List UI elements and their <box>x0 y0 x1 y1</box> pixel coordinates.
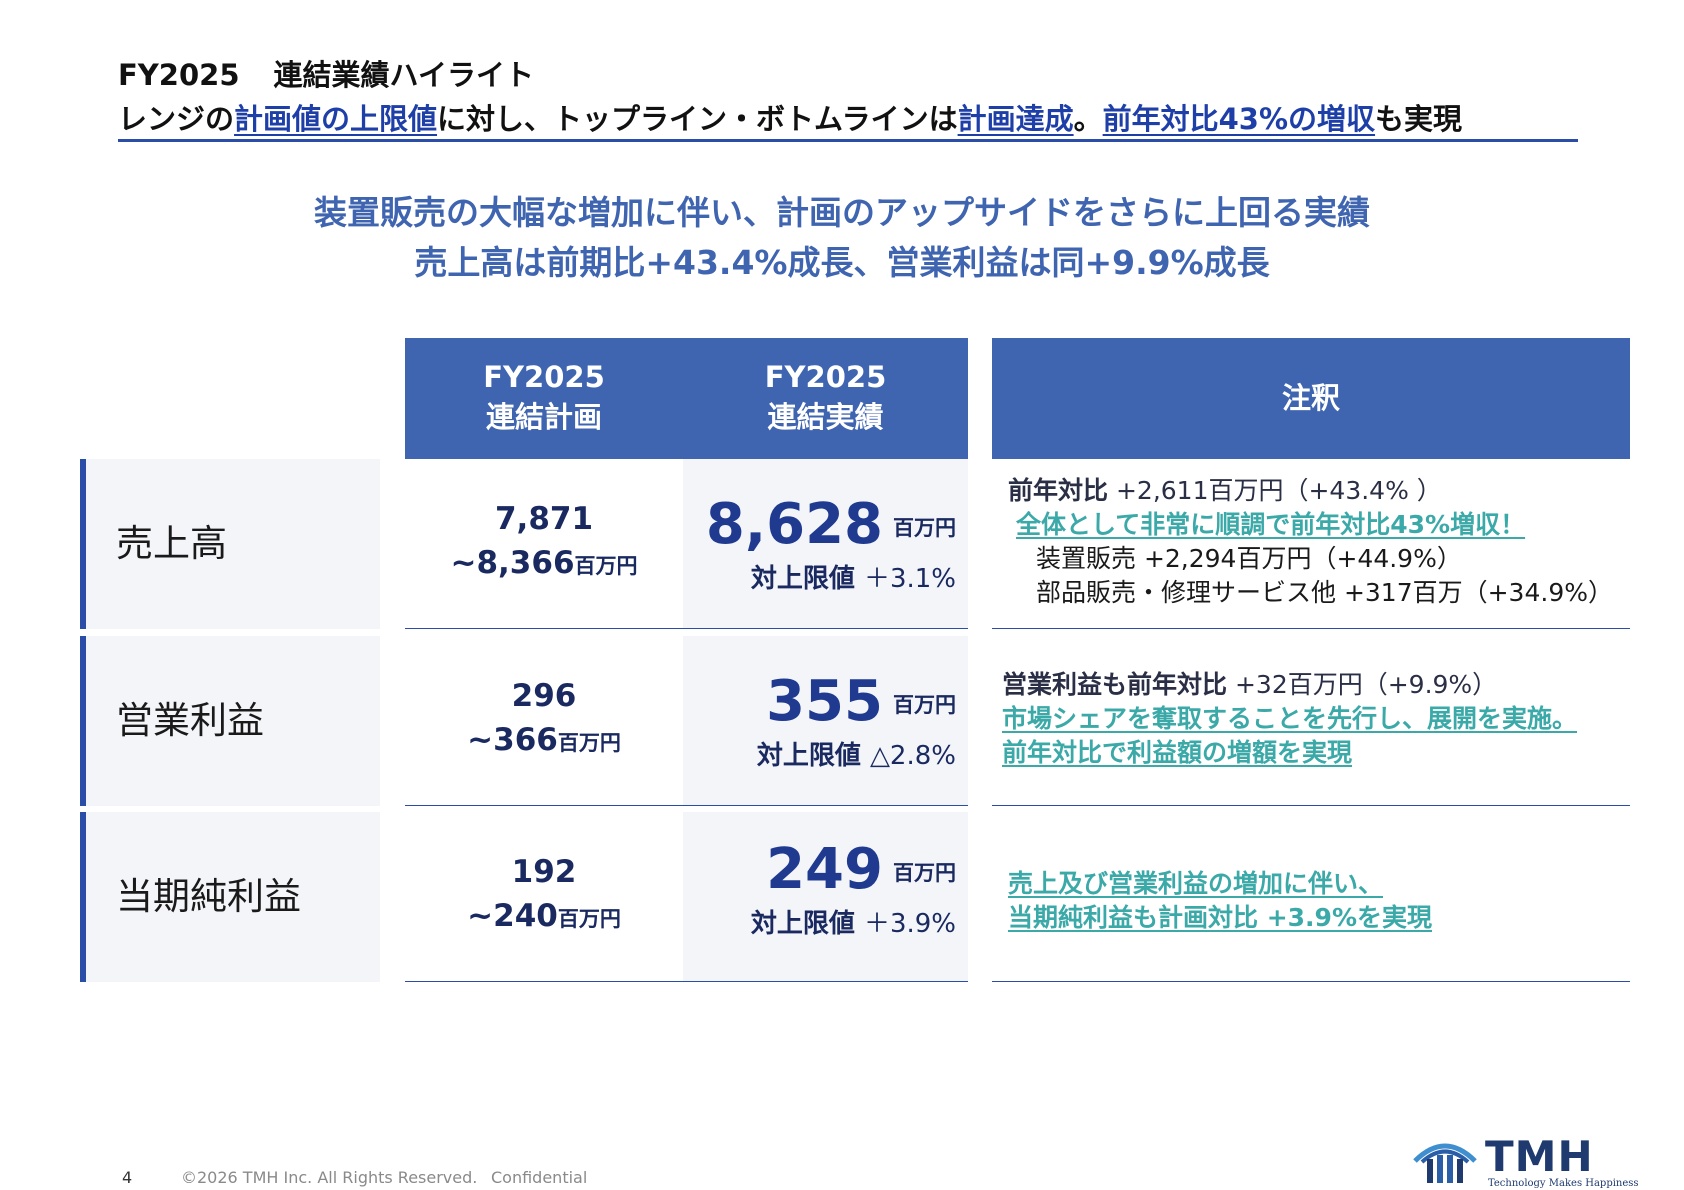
actual-unit: 百万円 <box>893 861 956 885</box>
note-highlight: 売上及び営業利益の増加に伴い、 <box>1008 869 1384 898</box>
page-number: 4 <box>122 1168 133 1187</box>
actual-cell-operating-profit: 355 百万円 対上限値 △2.8% <box>683 636 968 806</box>
vs-value: ＋3.9% <box>863 909 956 939</box>
note-text: 営業利益も前年対比 <box>1002 670 1228 699</box>
row-label-sales: 売上高 <box>80 459 380 629</box>
logo-text: TMH <box>1485 1132 1594 1181</box>
note-cell-sales: 前年対比 +2,611百万円（+43.4% ） 全体として非常に順調で前年対比4… <box>992 474 1630 644</box>
plan-high: ~8,366百万円 <box>405 541 683 588</box>
vs-label: 対上限値 <box>750 909 855 939</box>
row-label-net-income: 当期純利益 <box>80 812 380 982</box>
header-plan-label: 連結計画 <box>485 400 602 434</box>
note-text: 前年対比 <box>1008 476 1109 505</box>
plan-high-value: ~240 <box>467 898 558 934</box>
plan-cell-net-income: 192 ~240百万円 <box>405 812 683 982</box>
note-line: 営業利益も前年対比 +32百万円（+9.9%） <box>1002 668 1630 702</box>
note-line: 前年対比 +2,611百万円（+43.4% ） <box>1008 474 1630 508</box>
header-actual-year: FY2025 <box>764 360 887 394</box>
header-actual-label: 連結実績 <box>767 400 884 434</box>
note-detail: 部品販売・修理サービス他 +317百万（+34.9%） <box>1036 578 1613 607</box>
company-logo: TMH Technology Makes Happiness <box>1410 1132 1639 1190</box>
row-separator <box>992 981 1630 982</box>
logo-tagline: Technology Makes Happiness <box>1488 1178 1639 1189</box>
plan-high: ~366百万円 <box>405 718 683 765</box>
plan-high-value: ~366 <box>467 722 558 758</box>
plan-high-value: ~8,366 <box>450 545 575 581</box>
row-separator <box>405 805 968 806</box>
vs-label: 対上限値 <box>756 741 861 771</box>
title-divider <box>118 139 1578 142</box>
confidential-label: Confidential <box>491 1168 588 1187</box>
subtitle-seg: レンジの <box>118 102 235 136</box>
subtitle-highlight: 計画達成 <box>957 102 1074 136</box>
actual-unit: 百万円 <box>893 693 956 717</box>
plan-low: 296 <box>511 678 577 714</box>
actual-unit: 百万円 <box>893 516 956 540</box>
row-label-operating-profit: 営業利益 <box>80 636 380 806</box>
actual-cell-net-income: 249 百万円 対上限値 ＋3.9% <box>683 812 968 982</box>
note-text: +2,611百万円（+43.4% ） <box>1108 476 1442 505</box>
actual-number: 355 <box>766 669 883 734</box>
lead-message: 装置販売の大幅な増加に伴い、計画のアップサイドをさらに上回る実績 売上高は前期比… <box>0 188 1684 288</box>
row-separator <box>992 805 1630 806</box>
vs-value: ＋3.1% <box>863 564 956 594</box>
plan-high: ~240百万円 <box>405 894 683 941</box>
actual-value: 355 百万円 <box>683 670 956 737</box>
tmh-logo-icon <box>1413 1143 1477 1183</box>
plan-unit: 百万円 <box>557 731 621 755</box>
note-highlight: 当期純利益も計画対比 +3.9%を実現 <box>1008 903 1432 932</box>
actual-value: 249 百万円 <box>683 838 956 905</box>
title-fiscal-year: FY2025 <box>118 58 240 92</box>
title-text: 連結業績ハイライト <box>273 58 534 92</box>
actual-number: 249 <box>766 837 883 902</box>
actual-cell-sales: 8,628 百万円 対上限値 ＋3.1% <box>683 459 968 629</box>
subtitle-highlight: 前年対比43%の増収 <box>1102 102 1376 136</box>
subtitle-seg: 。 <box>1073 102 1103 136</box>
header-plan-year: FY2025 <box>483 360 605 394</box>
subtitle-seg: も実現 <box>1375 102 1463 136</box>
plan-unit: 百万円 <box>557 907 621 931</box>
lead-line-1: 装置販売の大幅な増加に伴い、計画のアップサイドをさらに上回る実績 <box>314 193 1370 232</box>
note-text: +32百万円（+9.9%） <box>1227 670 1498 699</box>
vs-value: △2.8% <box>869 741 956 771</box>
row-separator <box>405 628 968 629</box>
actual-vs-upper: 対上限値 ＋3.1% <box>683 562 956 596</box>
plan-cell-sales: 7,871 ~8,366百万円 <box>405 459 683 629</box>
note-highlight: 全体として非常に順調で前年対比43%増収！ <box>1016 510 1526 539</box>
plan-low: 192 <box>511 854 577 890</box>
subtitle-seg: に対し、トップライン・ボトムラインは <box>437 102 958 136</box>
copyright: ©2026 TMH Inc. All Rights Reserved. <box>181 1168 478 1187</box>
plan-unit: 百万円 <box>574 554 638 578</box>
note-highlight: 市場シェアを奪取することを先行し、展開を実施。 <box>1002 704 1578 733</box>
lead-line-2: 売上高は前期比+43.4%成長、営業利益は同+9.9%成長 <box>414 243 1270 282</box>
actual-vs-upper: 対上限値 △2.8% <box>683 739 956 773</box>
row-separator <box>405 981 968 982</box>
note-highlight: 前年対比で利益額の増額を実現 <box>1002 738 1353 767</box>
header-actual: FY2025 連結実績 <box>683 338 968 459</box>
plan-low: 7,871 <box>494 501 594 537</box>
page-title: FY2025 連結業績ハイライト <box>118 52 1578 92</box>
header-plan: FY2025 連結計画 <box>405 338 683 459</box>
page-subtitle: レンジの計画値の上限値に対し、トップライン・ボトムラインは計画達成。前年対比43… <box>118 96 1578 136</box>
note-detail: 装置販売 +2,294百万円（+44.9%） <box>1036 544 1462 573</box>
title-block: FY2025 連結業績ハイライト レンジの計画値の上限値に対し、トップライン・ボト… <box>118 52 1578 136</box>
plan-cell-operating-profit: 296 ~366百万円 <box>405 636 683 806</box>
header-note: 注釈 <box>992 338 1630 459</box>
note-cell-operating-profit: 営業利益も前年対比 +32百万円（+9.9%） 市場シェアを奪取することを先行し… <box>992 668 1630 838</box>
note-cell-net-income: 売上及び営業利益の増加に伴い、 当期純利益も計画対比 +3.9%を実現 <box>992 867 1630 1037</box>
actual-number: 8,628 <box>705 492 883 557</box>
actual-vs-upper: 対上限値 ＋3.9% <box>683 907 956 941</box>
subtitle-highlight: 計画値の上限値 <box>234 102 438 136</box>
actual-value: 8,628 百万円 <box>683 493 956 560</box>
row-separator <box>992 628 1630 629</box>
vs-label: 対上限値 <box>750 564 855 594</box>
